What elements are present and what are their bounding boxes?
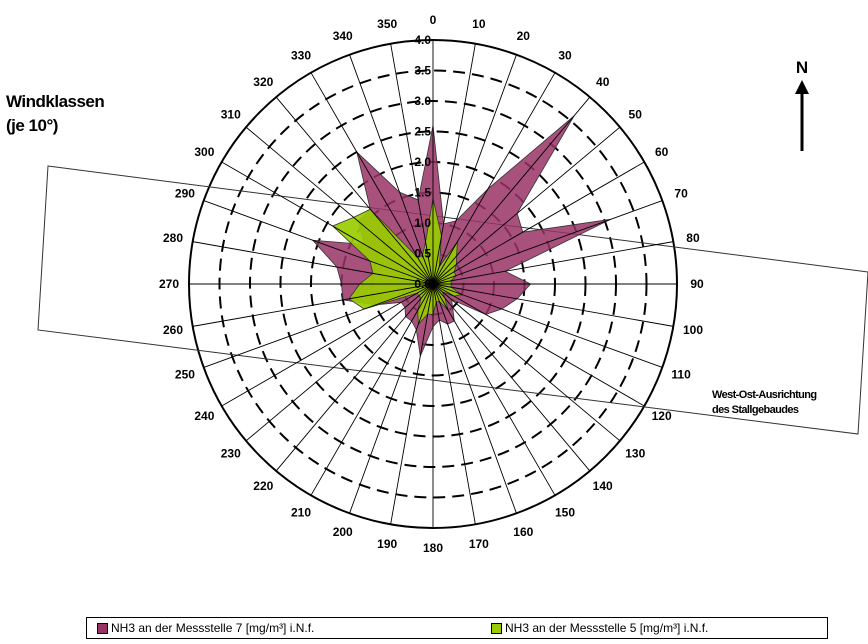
angle-tick-label: 0 xyxy=(430,13,437,27)
spoke-line xyxy=(432,72,556,285)
angle-tick-label: 150 xyxy=(555,506,575,520)
spoke-line xyxy=(203,283,434,368)
spoke-line xyxy=(432,283,591,472)
angle-tick-label: 330 xyxy=(291,48,311,62)
angle-tick-label: 260 xyxy=(163,323,183,337)
spoke-line xyxy=(432,283,476,525)
angle-tick-label: 310 xyxy=(221,107,241,121)
spoke-line xyxy=(432,283,645,407)
angle-tick-label: 70 xyxy=(674,187,688,201)
angle-tick-label: 130 xyxy=(625,447,645,461)
angle-tick-label: 210 xyxy=(291,506,311,520)
angle-tick-label: 180 xyxy=(423,541,443,555)
angle-tick-label: 320 xyxy=(253,75,273,89)
angle-labels: 0 10 20 30 40 50 60 70 80 90 100 110 120 130 140 150 160… xyxy=(159,13,704,555)
legend-item-messstelle-5: NH3 an der Messstelle 5 [mg/m³] i.N.f. xyxy=(491,621,708,635)
spoke-line xyxy=(310,283,434,496)
spoke-line xyxy=(221,161,434,285)
spoke-line xyxy=(245,283,434,442)
angle-tick-label: 80 xyxy=(686,231,700,245)
spoke-line xyxy=(349,54,434,285)
angle-tick-label: 20 xyxy=(517,29,531,43)
west-east-band xyxy=(37,165,868,435)
spoke-line xyxy=(432,96,591,285)
angle-tick-label: 240 xyxy=(194,409,214,423)
angle-tick-label: 90 xyxy=(690,277,704,291)
radial-tick-label: 3.0 xyxy=(414,94,431,108)
radial-labels: 0.0 0.5 1.0 1.5 2.0 2.5 3.0 3.5 4.0 xyxy=(414,33,431,291)
spoke-line xyxy=(310,72,434,285)
spoke-line xyxy=(203,200,434,285)
spoke-line xyxy=(432,43,476,285)
spoke-line xyxy=(432,161,645,285)
chart-title-line-2: (je 10°) xyxy=(6,116,58,135)
spoke-line xyxy=(432,283,674,327)
chart-title-line-1: Windklassen xyxy=(6,92,105,111)
spoke-line xyxy=(432,200,663,285)
angle-tick-label: 230 xyxy=(221,447,241,461)
legend-item-messstelle-7: NH3 an der Messstelle 7 [mg/m³] i.N.f. xyxy=(97,621,314,635)
spoke-line xyxy=(192,283,434,327)
angle-tick-label: 200 xyxy=(333,525,353,539)
spoke-line xyxy=(432,54,517,285)
angle-tick-label: 10 xyxy=(472,17,486,31)
spoke-line xyxy=(192,241,434,285)
angle-tick-label: 250 xyxy=(175,367,195,381)
radial-tick-label: 3.5 xyxy=(414,64,431,78)
angle-tick-label: 290 xyxy=(175,187,195,201)
angle-tick-label: 350 xyxy=(377,17,397,31)
spoke-line xyxy=(432,241,674,285)
angle-tick-label: 50 xyxy=(629,107,643,121)
angle-tick-label: 60 xyxy=(655,145,669,159)
radial-tick-label: 2.5 xyxy=(414,125,431,139)
north-arrow-head xyxy=(795,80,809,94)
spoke-line xyxy=(432,283,517,514)
radial-tick-label: 2.0 xyxy=(414,155,431,169)
angle-tick-label: 160 xyxy=(513,525,533,539)
angle-tick-label: 140 xyxy=(593,479,613,493)
angle-tick-label: 270 xyxy=(159,277,179,291)
spoke-line xyxy=(432,283,621,442)
north-label: N xyxy=(795,58,809,77)
angle-tick-label: 100 xyxy=(683,323,703,337)
legend-label: NH3 an der Messstelle 5 [mg/m³] i.N.f. xyxy=(505,621,709,635)
spoke-layer xyxy=(189,40,677,528)
angle-tick-label: 220 xyxy=(253,479,273,493)
spoke-line xyxy=(432,283,556,496)
radial-tick-label: 1.0 xyxy=(414,216,431,230)
spoke-line xyxy=(390,43,434,285)
angle-tick-label: 280 xyxy=(163,231,183,245)
spoke-line xyxy=(275,96,434,285)
spoke-line xyxy=(221,283,434,407)
angle-tick-label: 170 xyxy=(469,537,489,551)
spoke-line xyxy=(245,126,434,285)
legend-swatch xyxy=(491,622,502,634)
radial-tick-label: 0.5 xyxy=(414,247,431,261)
angle-tick-label: 120 xyxy=(652,409,672,423)
angle-tick-label: 30 xyxy=(558,48,572,62)
legend-label: NH3 an der Messstelle 7 [mg/m³] i.N.f. xyxy=(111,621,315,635)
spoke-line xyxy=(432,126,621,285)
legend: NH3 an der Messstelle 7 [mg/m³] i.N.f. N… xyxy=(86,617,828,639)
radial-tick-label: 4.0 xyxy=(414,33,431,47)
annotation-line-2: des Stallgebaudes xyxy=(712,404,799,416)
legend-swatch xyxy=(97,622,108,634)
radial-tick-label: 0.0 xyxy=(414,277,431,291)
spoke-line xyxy=(349,283,434,514)
spoke-line xyxy=(390,283,434,525)
angle-tick-label: 300 xyxy=(194,145,214,159)
orientation-annotation: West-Ost-Ausrichtung des Stallgebaudes xyxy=(712,388,817,418)
spoke-line xyxy=(275,283,434,472)
angle-tick-label: 110 xyxy=(671,367,691,381)
radial-tick-label: 1.5 xyxy=(414,186,431,200)
annotation-line-1: West-Ost-Ausrichtung xyxy=(712,389,817,401)
angle-tick-label: 190 xyxy=(377,537,397,551)
angle-tick-label: 40 xyxy=(596,75,610,89)
angle-tick-label: 340 xyxy=(333,29,353,43)
spoke-line xyxy=(432,283,663,368)
